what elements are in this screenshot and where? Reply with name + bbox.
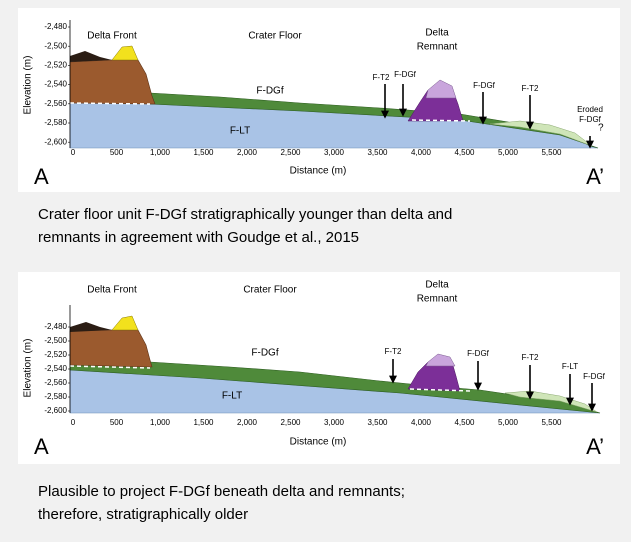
region-label: Crater Floor bbox=[248, 31, 302, 42]
y-tick-label: -2,600 bbox=[44, 406, 67, 415]
y-tick-label: -2,540 bbox=[44, 80, 67, 89]
x-tick-label: 4,000 bbox=[411, 148, 432, 157]
x-tick-label: 4,500 bbox=[454, 148, 475, 157]
x-tick-label: 2,000 bbox=[237, 148, 258, 157]
region-label: Delta Front bbox=[87, 285, 137, 296]
section-end: A’ bbox=[586, 164, 604, 189]
x-tick-label: 1,500 bbox=[193, 148, 214, 157]
unit-label: Eroded bbox=[577, 105, 603, 114]
x-tick-label: 5,000 bbox=[498, 418, 519, 427]
y-axis-label: Elevation (m) bbox=[23, 339, 34, 398]
figure: Delta Front Crater Floor Delta Remnant F… bbox=[0, 0, 631, 542]
x-tick-label: 0 bbox=[71, 418, 76, 427]
region-label: Delta bbox=[425, 280, 449, 291]
x-tick-label: 3,500 bbox=[367, 418, 388, 427]
unit-label: F-DGf bbox=[473, 81, 496, 90]
y-tick-label: -2,480 bbox=[44, 22, 67, 31]
region-label: Remnant bbox=[417, 42, 458, 53]
y-tick-label: -2,560 bbox=[44, 378, 67, 387]
caption: remnants in agreement with Goudge et al.… bbox=[38, 229, 359, 246]
x-tick-label: 2,000 bbox=[237, 418, 258, 427]
contact bbox=[412, 120, 470, 121]
region-label: Delta bbox=[425, 28, 449, 39]
unit-label: F-DGf bbox=[467, 349, 490, 358]
unit-label: F-T2 bbox=[522, 353, 539, 362]
unit-label: F-T2 bbox=[522, 84, 539, 93]
caption: Crater floor unit F-DGf stratigraphicall… bbox=[38, 206, 452, 223]
y-tick-label: -2,600 bbox=[44, 137, 67, 146]
x-tick-label: 5,500 bbox=[541, 418, 562, 427]
x-tick-label: 2,500 bbox=[280, 148, 301, 157]
x-tick-label: 4,500 bbox=[454, 418, 475, 427]
unit-label: F-DGf bbox=[256, 86, 283, 97]
panel: Delta Front Crater Floor Delta Remnant F… bbox=[18, 272, 620, 464]
y-axis-label: Elevation (m) bbox=[23, 56, 34, 115]
y-tick-label: -2,500 bbox=[44, 41, 67, 50]
x-tick-label: 5,000 bbox=[498, 148, 519, 157]
section-end: A bbox=[34, 164, 49, 189]
x-tick-label: 0 bbox=[71, 148, 76, 157]
y-tick-label: -2,560 bbox=[44, 99, 67, 108]
x-tick-label: 500 bbox=[110, 418, 124, 427]
x-tick-label: 1,000 bbox=[150, 148, 171, 157]
y-tick-label: -2,580 bbox=[44, 392, 67, 401]
unit-label: F-LT bbox=[222, 391, 242, 402]
x-tick-label: 3,000 bbox=[324, 148, 345, 157]
y-tick-label: -2,540 bbox=[44, 364, 67, 373]
panel: Delta Front Crater Floor Delta Remnant F… bbox=[18, 8, 620, 192]
section-end: A bbox=[34, 434, 49, 459]
unit-label: F-T2 bbox=[385, 347, 402, 356]
section-end: A’ bbox=[586, 434, 604, 459]
x-tick-label: 4,000 bbox=[411, 418, 432, 427]
unit-label: ? bbox=[598, 123, 604, 134]
region-label: Delta Front bbox=[87, 31, 137, 42]
x-axis-label: Distance (m) bbox=[290, 437, 347, 448]
y-tick-label: -2,480 bbox=[44, 322, 67, 331]
unit-label: F-LT bbox=[562, 362, 578, 371]
x-tick-label: 5,500 bbox=[541, 148, 562, 157]
unit-label: F-DGf bbox=[394, 70, 417, 79]
caption: therefore, stratigraphically older bbox=[38, 506, 248, 523]
x-tick-label: 2,500 bbox=[280, 418, 301, 427]
x-tick-label: 500 bbox=[110, 148, 124, 157]
unit-label: F-T2 bbox=[373, 73, 390, 82]
y-tick-label: -2,500 bbox=[44, 336, 67, 345]
unit-label: F-DGf bbox=[583, 372, 606, 381]
x-tick-label: 3,500 bbox=[367, 148, 388, 157]
x-tick-label: 3,000 bbox=[324, 418, 345, 427]
unit-label: F-DGf bbox=[251, 348, 278, 359]
delta-front bbox=[70, 330, 152, 367]
y-tick-label: -2,520 bbox=[44, 61, 67, 70]
y-tick-label: -2,520 bbox=[44, 350, 67, 359]
unit-label: F-LT bbox=[230, 126, 250, 137]
region-label: Crater Floor bbox=[243, 285, 297, 296]
region-label: Remnant bbox=[417, 294, 458, 305]
x-axis-label: Distance (m) bbox=[290, 166, 347, 177]
caption: Plausible to project F-DGf beneath delta… bbox=[38, 483, 405, 500]
x-tick-label: 1,500 bbox=[193, 418, 214, 427]
y-tick-label: -2,580 bbox=[44, 118, 67, 127]
x-tick-label: 1,000 bbox=[150, 418, 171, 427]
